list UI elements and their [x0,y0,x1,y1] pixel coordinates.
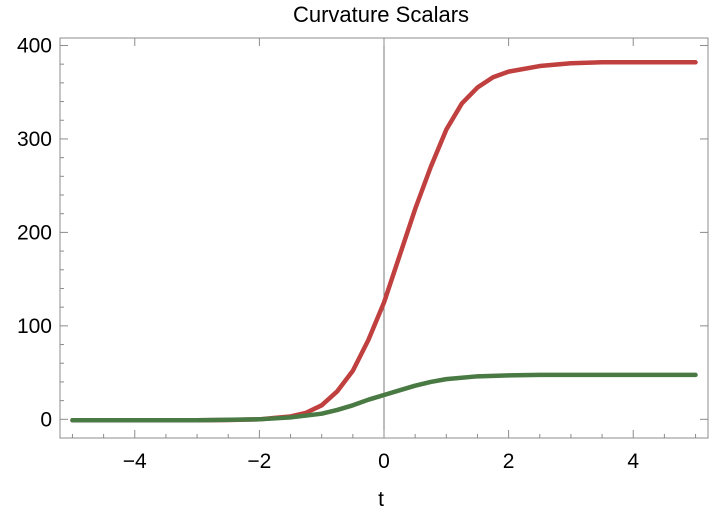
series-2-line [70,372,698,423]
x-tick-label: 2 [503,450,515,473]
x-tick-label: −2 [247,450,271,473]
x-tick-label: 4 [627,450,639,473]
y-axis-ticks: 0 100 200 300 400 [17,34,708,431]
x-tick-label: 0 [378,450,390,473]
x-axis-label: t [378,488,384,511]
y-tick-label: 200 [17,221,52,244]
y-tick-label: 100 [17,315,52,338]
series-group [70,60,698,423]
x-axis-ticks: −4 −2 0 2 4 [71,38,697,473]
y-tick-label: 0 [40,408,52,431]
x-tick-label: −4 [123,450,147,473]
y-tick-label: 400 [17,34,52,57]
y-tick-label: 300 [17,128,52,151]
chart-title: Curvature Scalars [293,2,469,27]
